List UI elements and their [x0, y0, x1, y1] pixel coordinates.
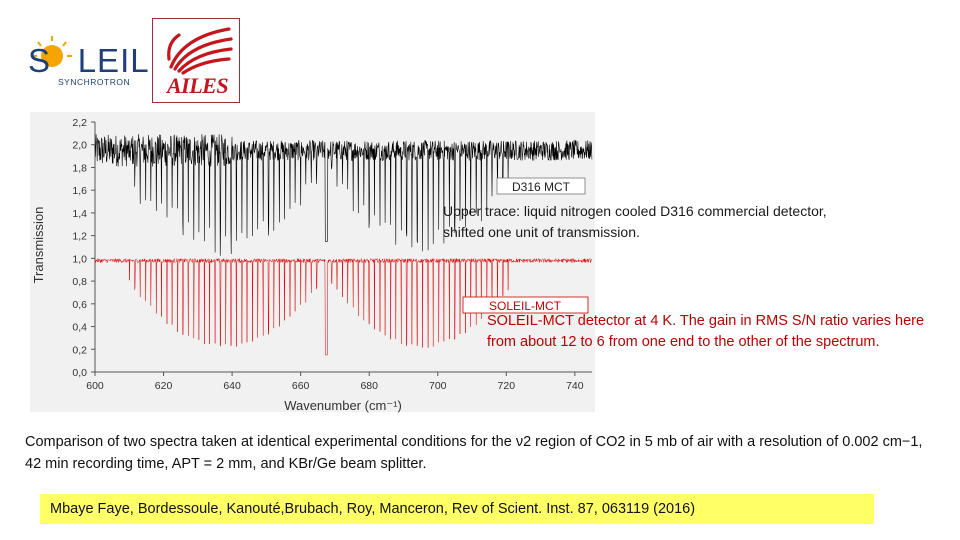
- ailes-logo-word: AILES: [167, 73, 229, 98]
- upper-trace-caption: Upper trace: liquid nitrogen cooled D316…: [443, 203, 827, 240]
- x-tick-label: 640: [223, 380, 241, 392]
- x-tick-label: 680: [360, 380, 378, 392]
- legend-black: D316 MCT: [496, 177, 586, 195]
- x-tick-label: 740: [566, 380, 584, 392]
- y-tick-label: 1,4: [72, 208, 87, 220]
- series-line-d316: [94, 134, 593, 256]
- ailes-logo: AILES: [152, 18, 240, 103]
- wing-icon: [167, 27, 233, 75]
- series-line-soleil: [94, 257, 593, 356]
- sun-icon: [32, 36, 72, 67]
- y-tick-label: 0,6: [72, 299, 87, 311]
- x-axis-label: Wavenumber (cm⁻¹): [284, 398, 402, 413]
- x-tick-label: 600: [86, 380, 104, 392]
- y-tick-label: 1,0: [72, 253, 87, 265]
- x-tick-label: 660: [292, 380, 310, 392]
- y-tick-label: 0,0: [72, 367, 87, 379]
- y-axis-label: Transmission: [31, 207, 46, 284]
- soleil-logo-word: SOLEIL: [28, 42, 150, 79]
- y-tick-label: 1,2: [72, 231, 87, 243]
- legend-label-d316: D316 MCT: [512, 180, 571, 194]
- soleil-logo: SOLEIL SYNCHROTRON: [22, 30, 149, 90]
- x-tick-label: 620: [155, 380, 173, 392]
- soleil-logo-sub: SYNCHROTRON: [58, 77, 131, 87]
- legend-red: SOLEIL-MCT: [462, 296, 589, 314]
- y-tick-label: 2,0: [72, 140, 87, 152]
- figure-caption: Comparison of two spectra taken at ident…: [25, 434, 923, 472]
- y-tick-label: 2,2: [72, 117, 87, 129]
- lower-trace-caption: SOLEIL-MCT detector at 4 K. The gain in …: [487, 313, 925, 350]
- x-tick-label: 700: [429, 380, 447, 392]
- y-tick-label: 0,2: [72, 344, 87, 356]
- y-tick-label: 0,8: [72, 276, 87, 288]
- y-tick-label: 1,6: [72, 185, 87, 197]
- legend-label-soleil: SOLEIL-MCT: [489, 299, 562, 313]
- y-tick-label: 0,4: [72, 322, 87, 334]
- x-tick-label: 720: [498, 380, 516, 392]
- y-tick-label: 1,8: [72, 162, 87, 174]
- citation-banner: Mbaye Faye, Bordessoule, Kanouté,Brubach…: [40, 494, 874, 524]
